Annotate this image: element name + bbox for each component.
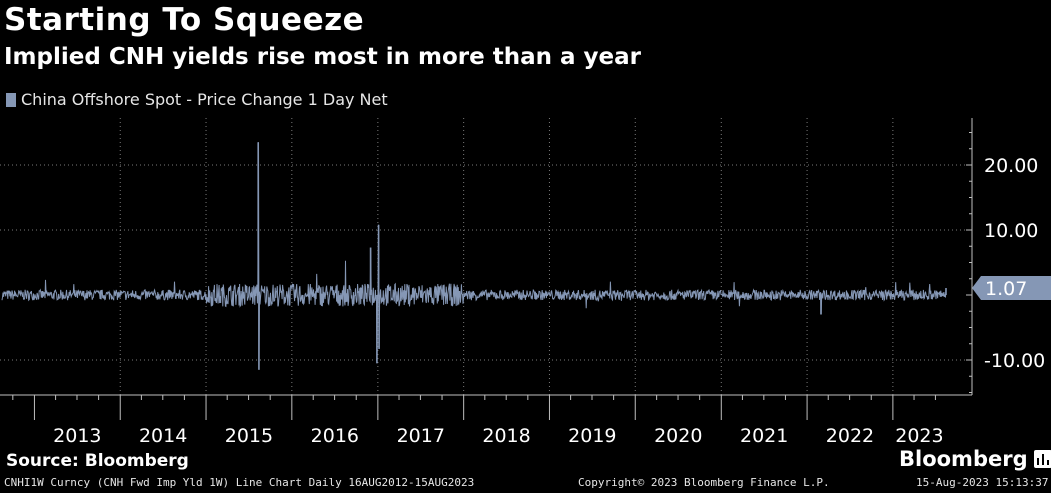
source-label: Source: Bloomberg [6, 451, 189, 471]
x-tick-label: 2018 [482, 425, 530, 447]
chart-subtitle: Implied CNH yields rise most in more tha… [4, 44, 641, 70]
x-tick-label: 2014 [139, 425, 187, 447]
legend-label: China Offshore Spot - Price Change 1 Day… [21, 90, 388, 109]
x-tick-label: 2013 [53, 425, 101, 447]
x-tick-label: 2019 [568, 425, 616, 447]
copyright: Copyright© 2023 Bloomberg Finance L.P. [578, 476, 830, 489]
bloomberg-logo: Bloomberg [899, 447, 1051, 471]
data-series-line [1, 142, 947, 370]
brand-name: Bloomberg [899, 447, 1028, 471]
x-tick-label: 2016 [311, 425, 359, 447]
chart-title: Starting To Squeeze [4, 2, 365, 38]
timestamp: 15-Aug-2023 15:13:37 [916, 476, 1049, 489]
x-tick-label: 2020 [654, 425, 702, 447]
y-tick-label: 20.00 [984, 155, 1038, 177]
x-tick-label: 2017 [397, 425, 445, 447]
y-tick-label: -10.00 [984, 350, 1045, 372]
x-tick-label: 2022 [826, 425, 874, 447]
last-value-marker [972, 276, 1051, 301]
bar-chart-icon [1033, 450, 1051, 468]
legend: China Offshore Spot - Price Change 1 Day… [6, 90, 388, 109]
y-tick-label: 10.00 [984, 220, 1038, 242]
x-tick-label: 2015 [225, 425, 273, 447]
last-value-label: 1.07 [985, 278, 1027, 300]
x-tick-label: 2023 [895, 425, 943, 447]
legend-swatch [6, 92, 16, 107]
chart-info: CNHI1W Curncy (CNH Fwd Imp Yld 1W) Line … [4, 476, 475, 489]
x-tick-label: 2021 [740, 425, 788, 447]
